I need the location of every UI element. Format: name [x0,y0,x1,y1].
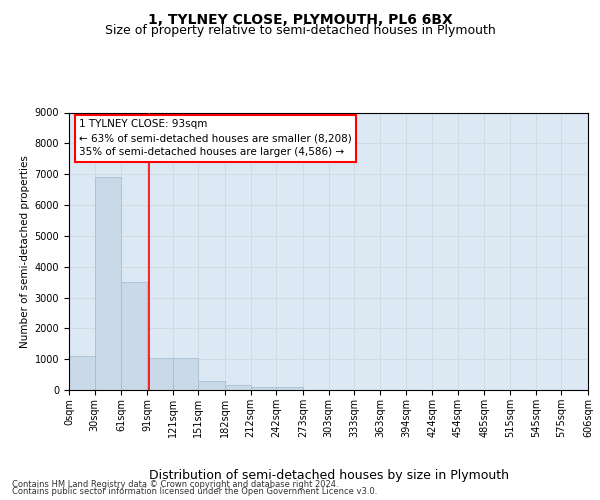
Bar [251,387,276,390]
Text: Contains public sector information licensed under the Open Government Licence v3: Contains public sector information licen… [12,487,377,496]
Y-axis label: Number of semi-detached properties: Number of semi-detached properties [20,155,31,348]
Bar [95,178,121,390]
Bar [121,282,147,390]
Text: 1 TYLNEY CLOSE: 93sqm
← 63% of semi-detached houses are smaller (8,208)
35% of s: 1 TYLNEY CLOSE: 93sqm ← 63% of semi-deta… [79,120,352,158]
Text: Distribution of semi-detached houses by size in Plymouth: Distribution of semi-detached houses by … [149,470,509,482]
Text: Size of property relative to semi-detached houses in Plymouth: Size of property relative to semi-detach… [104,24,496,37]
Bar [147,358,173,390]
Bar [276,387,303,390]
Text: Contains HM Land Registry data © Crown copyright and database right 2024.: Contains HM Land Registry data © Crown c… [12,480,338,489]
Text: 1, TYLNEY CLOSE, PLYMOUTH, PL6 6BX: 1, TYLNEY CLOSE, PLYMOUTH, PL6 6BX [148,12,452,26]
Bar [69,356,95,390]
Bar [225,386,251,390]
Bar [199,381,225,390]
Bar [173,358,199,390]
